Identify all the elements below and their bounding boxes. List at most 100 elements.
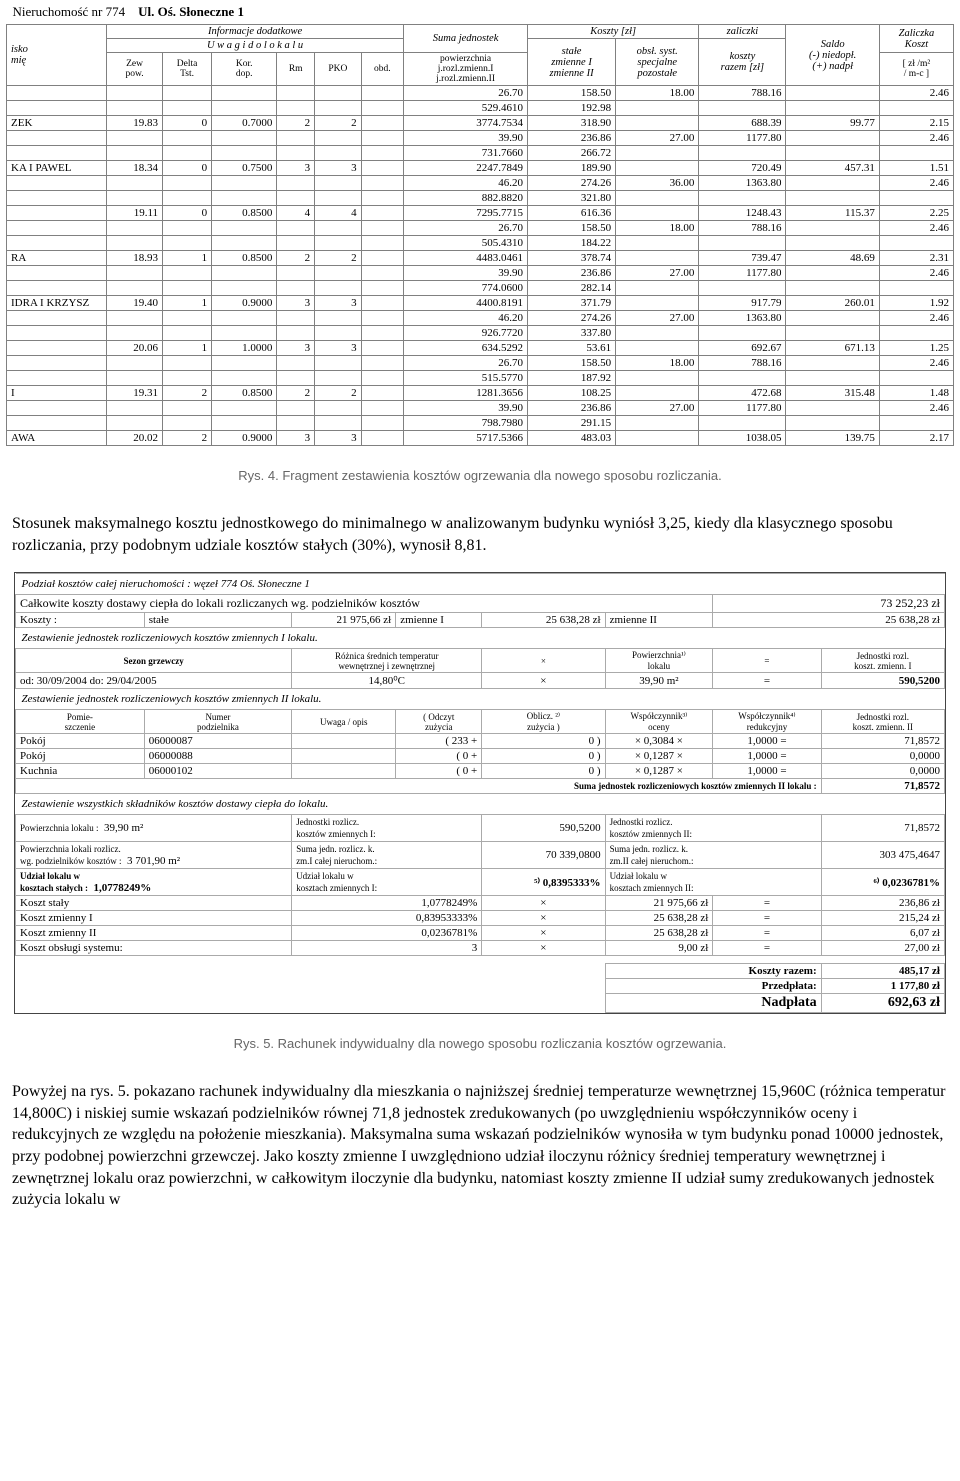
cell-value: 788.16 (699, 86, 786, 101)
cell-value: 4400.8191 (404, 296, 528, 311)
cell-value (361, 266, 404, 281)
col-stale: stałe zmienne I zmienne II (528, 39, 616, 86)
cell: Koszt zmienny I (16, 911, 292, 926)
costs-table-4: Nieruchomość nr 774 Ul. Oś. Słoneczne 1 … (6, 0, 954, 446)
koszty-label: Koszty : (16, 613, 145, 628)
cell-value: 774.0600 (404, 281, 528, 296)
cell-value (163, 86, 212, 101)
cell-value: 1.92 (879, 296, 953, 311)
table-row: 46.20274.2627.001363.802.46 (7, 311, 954, 326)
cell: 25 638,28 zł (605, 926, 713, 941)
cell-value (107, 401, 163, 416)
cell-value: 274.26 (528, 311, 616, 326)
cell-value: 2.46 (879, 86, 953, 101)
cell-value (699, 236, 786, 251)
cell-value (107, 416, 163, 431)
cell-value (786, 311, 879, 326)
cell: 1,0000 = (713, 764, 821, 779)
h2-pom: Pomie- szczenie (16, 710, 145, 734)
cell (292, 764, 396, 779)
cell-value (163, 236, 212, 251)
cell-value: 39.90 (404, 266, 528, 281)
figure-4-caption: Rys. 4. Fragment zestawienia kosztów ogr… (6, 468, 954, 483)
cell-value: 720.49 (699, 161, 786, 176)
cell-value: 2 (315, 116, 362, 131)
cell-value: 158.50 (528, 86, 616, 101)
cell-value: 0.8500 (212, 206, 277, 221)
cell-value: 1.0000 (212, 341, 277, 356)
cell-value: 266.72 (528, 146, 616, 161)
col-info-dodatkowe: Informacje dodatkowe (107, 25, 404, 39)
cell-name (7, 146, 107, 161)
cell-value (107, 371, 163, 386)
cell-value (315, 326, 362, 341)
daty-value: od: 30/09/2004 do: 29/04/2005 (16, 673, 292, 689)
col-saldo: Saldo (-) niedopł. (+) nadpł (786, 25, 879, 86)
calkowite-koszty-value: 73 252,23 zł (713, 595, 945, 613)
cell-value (361, 326, 404, 341)
cell-value (786, 416, 879, 431)
cell-value (212, 401, 277, 416)
cell-value: 688.39 (699, 116, 786, 131)
cell-value (616, 101, 699, 116)
total-value: 692,63 zł (821, 994, 944, 1013)
cell-value (699, 146, 786, 161)
table-row: 798.7980291.15 (7, 416, 954, 431)
cell-value: 99.77 (786, 116, 879, 131)
zestawienie-1-title: Zestawienie jednostek rozliczeniowych ko… (16, 628, 945, 649)
cell-value (361, 101, 404, 116)
cell: 27,00 zł (821, 941, 944, 956)
cell-value: 457.31 (786, 161, 879, 176)
cell-value (361, 311, 404, 326)
cell-value (786, 101, 879, 116)
cell-value (786, 221, 879, 236)
roznica-header: Różnica średnich temperatur wewnętrznej … (292, 649, 482, 673)
col-obsl: obsł. syst. specjalne pozostałe (616, 39, 699, 86)
cell-name: IDRA I KRZYSZ (7, 296, 107, 311)
cell: Kuchnia (16, 764, 145, 779)
zmienne1-label: zmienne I (396, 613, 482, 628)
zestawienie-2-title: Zestawienie jednostek rozliczeniowych ko… (16, 689, 945, 710)
cell-value: 2.25 (879, 206, 953, 221)
cell-name (7, 311, 107, 326)
cell-value (616, 341, 699, 356)
cell-value: 18.00 (616, 356, 699, 371)
cell-value (107, 266, 163, 281)
cell-value (163, 266, 212, 281)
cell: ( 0 + (396, 764, 482, 779)
cell-value (163, 101, 212, 116)
cell-value (616, 191, 699, 206)
table-row: Pokój06000087( 233 +0 )× 0,3084 ×1,0000 … (16, 734, 945, 749)
col-pow: powierzchnia j.rozl.zmienn.I j.rozl.zmie… (404, 53, 528, 86)
cell: 9,00 zł (605, 941, 713, 956)
cell-value (163, 146, 212, 161)
cell-value (212, 101, 277, 116)
cell-value (277, 266, 315, 281)
cell-value (107, 131, 163, 146)
cell-value: 19.40 (107, 296, 163, 311)
cell-value (163, 221, 212, 236)
cell-value (361, 116, 404, 131)
jed-value: 590,5200 (821, 673, 944, 689)
cell-value (315, 131, 362, 146)
cell (292, 749, 396, 764)
cell-value (163, 191, 212, 206)
cell-value (786, 191, 879, 206)
cell-value: 27.00 (616, 401, 699, 416)
cell-value: 187.92 (528, 371, 616, 386)
table-row: 39.90236.8627.001177.802.46 (7, 401, 954, 416)
cell-value (879, 326, 953, 341)
cell-value: 3 (277, 341, 315, 356)
cell-value: 315.48 (786, 386, 879, 401)
cell-value (107, 236, 163, 251)
cell-value: 634.5292 (404, 341, 528, 356)
cell-value (616, 281, 699, 296)
cell-value (361, 281, 404, 296)
cell: Pokój (16, 749, 145, 764)
cell-value (315, 371, 362, 386)
cell-value: 3 (315, 161, 362, 176)
cell-value (879, 101, 953, 116)
cell-value: 2 (277, 386, 315, 401)
h2-odczyt: ( Odczyt zużycia (396, 710, 482, 734)
total-label: Przedpłata: (605, 979, 821, 994)
